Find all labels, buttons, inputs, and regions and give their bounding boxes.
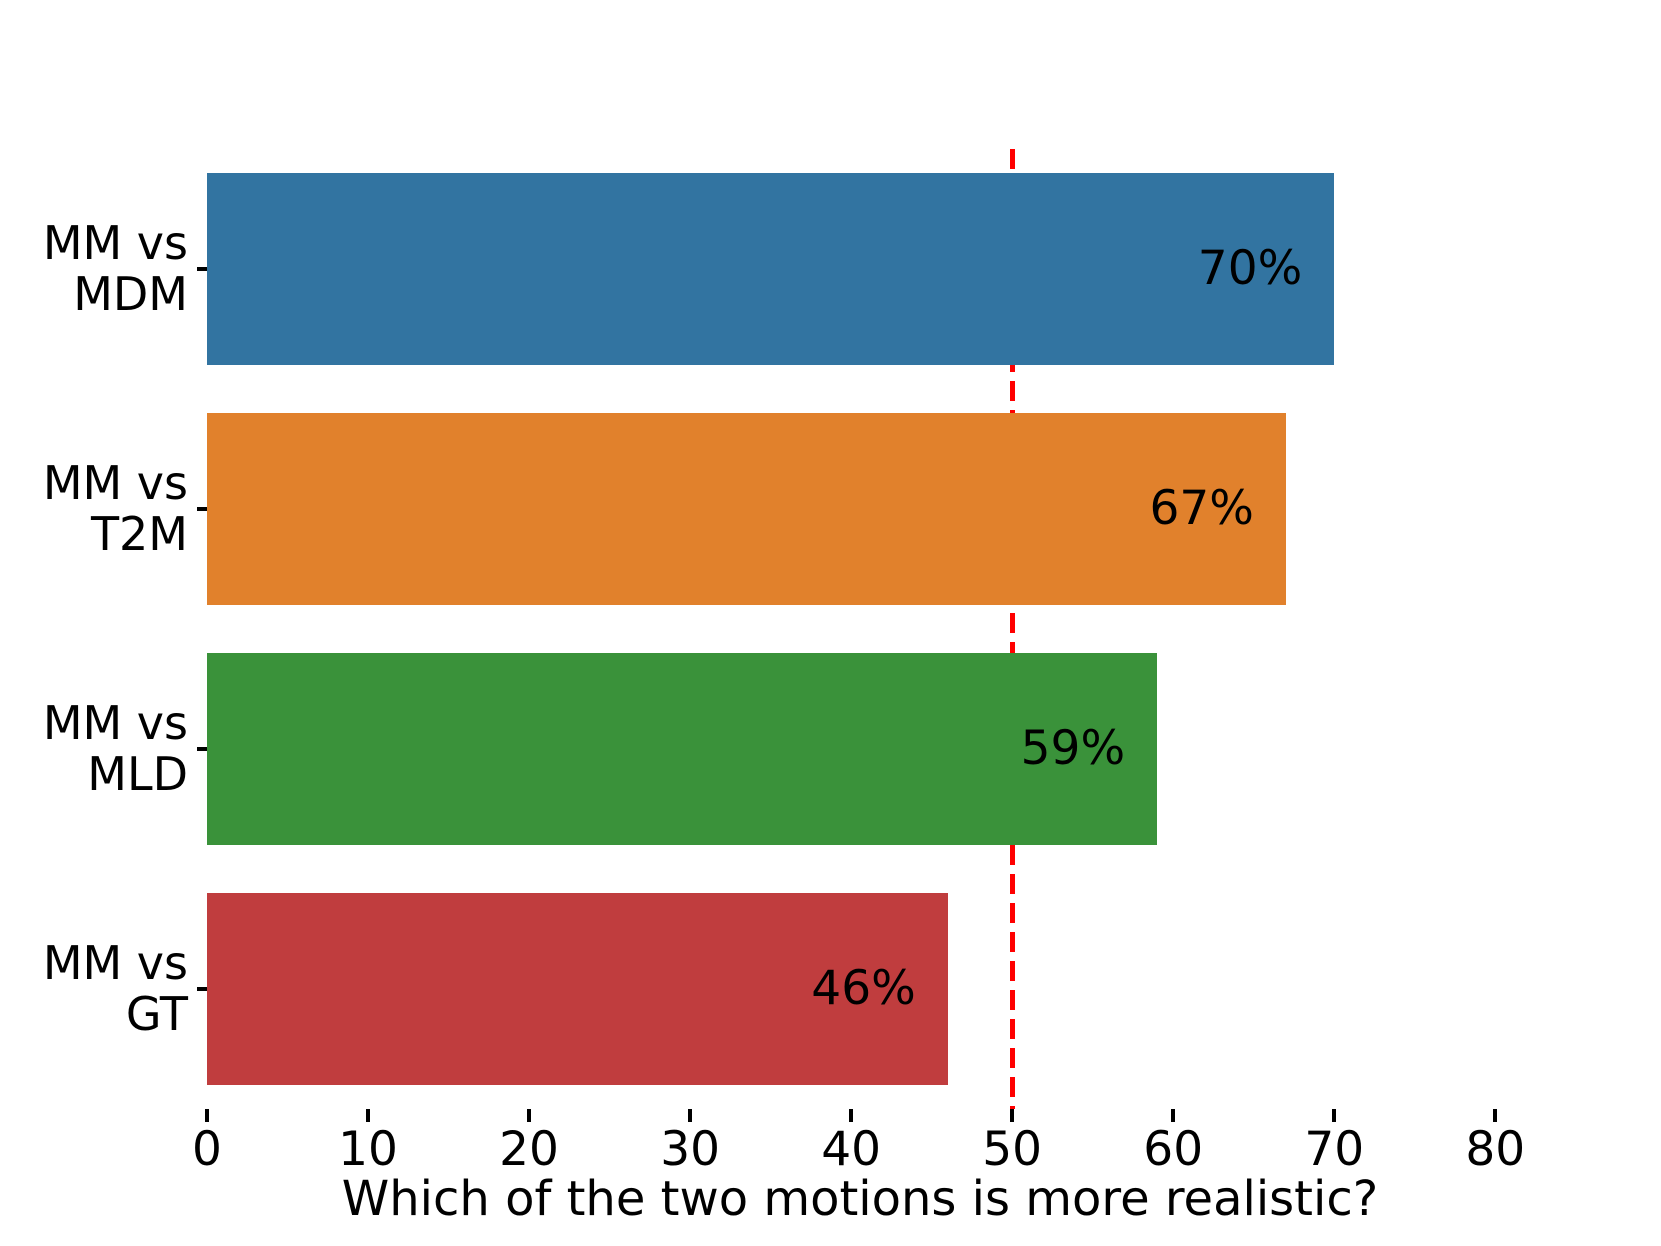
y-category-label-1: MM vs T2M — [43, 458, 188, 560]
x-tick-label-30: 30 — [660, 1122, 720, 1177]
y-category-label-line: MM vs — [42, 936, 188, 990]
x-tick-50 — [1010, 1109, 1015, 1122]
bar-0 — [207, 173, 1335, 365]
x-tick-label-40: 40 — [821, 1122, 882, 1177]
x-tick-label-0: 0 — [192, 1122, 222, 1177]
y-tick-0 — [197, 267, 207, 271]
x-tick-0 — [205, 1109, 209, 1122]
bar-3 — [207, 893, 948, 1085]
bar-value-label-1: 67% — [1149, 481, 1254, 536]
x-tick-70 — [1332, 1109, 1337, 1122]
x-tick-80 — [1493, 1109, 1498, 1122]
y-category-label-line: MDM — [73, 267, 188, 321]
x-tick-label-20: 20 — [499, 1122, 559, 1177]
y-tick-2 — [197, 747, 207, 751]
y-category-label-line: MM vs — [42, 696, 188, 750]
x-tick-label-50: 50 — [982, 1122, 1043, 1177]
x-tick-40 — [849, 1109, 854, 1122]
x-tick-label-10: 10 — [338, 1122, 398, 1177]
x-axis-label: Which of the two motions is more realist… — [341, 1171, 1379, 1227]
bar-value-label-2: 59% — [1020, 721, 1126, 776]
x-tick-label-80: 80 — [1465, 1122, 1526, 1177]
y-category-label-line: MM vs — [42, 456, 188, 510]
reference-line-50-percent — [1009, 149, 1015, 1109]
bar-value-label-3: 46% — [811, 961, 916, 1016]
y-category-label-line: MM vs — [42, 216, 188, 270]
bar-2 — [207, 653, 1158, 845]
y-category-label-line: MLD — [87, 747, 188, 801]
y-tick-1 — [197, 507, 207, 511]
x-tick-label-70: 70 — [1304, 1122, 1365, 1177]
y-category-label-line: GT — [125, 987, 188, 1041]
bar-1 — [207, 413, 1286, 605]
y-category-label-line: T2M — [90, 507, 188, 561]
y-tick-3 — [197, 987, 207, 991]
y-category-label-3: MM vs GT — [43, 938, 188, 1040]
x-tick-20 — [527, 1109, 532, 1122]
bar-value-label-0: 70% — [1197, 241, 1303, 296]
x-tick-10 — [366, 1109, 371, 1122]
y-category-label-0: MM vs MDM — [43, 218, 188, 320]
x-tick-30 — [688, 1109, 693, 1122]
x-tick-60 — [1171, 1109, 1176, 1122]
x-tick-label-60: 60 — [1143, 1122, 1204, 1177]
y-category-label-2: MM vs MLD — [43, 698, 188, 800]
